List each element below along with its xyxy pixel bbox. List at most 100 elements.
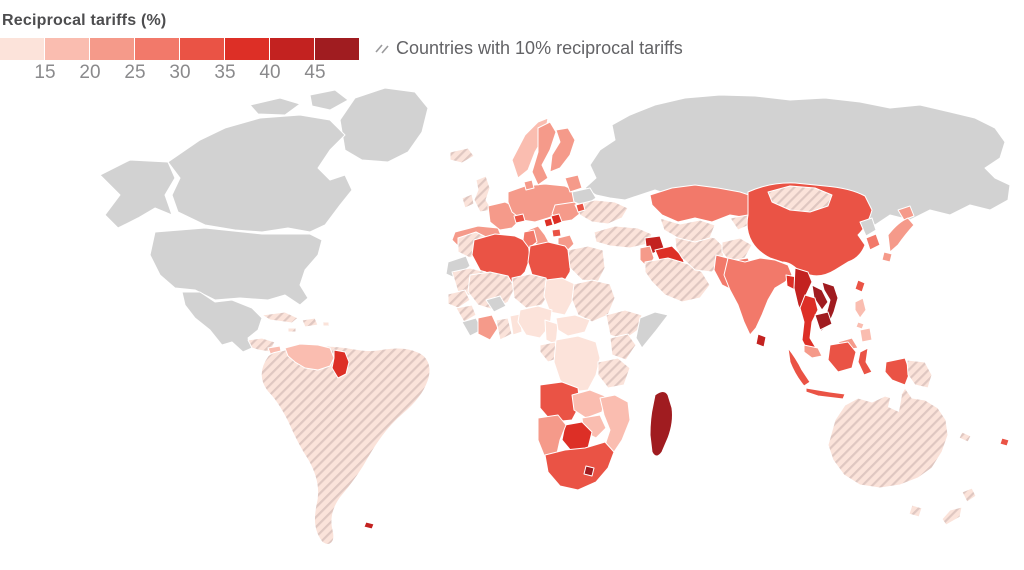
legend-swatch-15-20 [45, 38, 89, 60]
country-sweden [531, 121, 557, 186]
country-fiji [999, 437, 1010, 447]
legend-tick-15: 15 [34, 62, 56, 83]
country-madagascar [649, 391, 673, 457]
country-central-african-republic [555, 314, 591, 337]
legend-swatch-45+ [315, 38, 359, 60]
country-ukraine [574, 199, 629, 225]
country-indonesia-west-papua [884, 357, 911, 386]
country-ivory-coast [477, 314, 499, 341]
hatch-pattern-icon [375, 43, 389, 54]
country-philippines-mindanao [859, 327, 873, 343]
country-mongolia [767, 185, 833, 213]
country-south-africa [544, 441, 615, 491]
country-sri-lanka [755, 333, 767, 348]
country-venezuela [284, 343, 335, 371]
gulf-of-carpentaria [888, 395, 902, 412]
color-legend: Reciprocal tariffs (%) 15 20 25 30 35 40 45 [0, 12, 360, 84]
country-greenland [339, 87, 429, 163]
legend-swatch-10-15 [0, 38, 44, 60]
country-chad [543, 277, 576, 316]
country-guyana [331, 349, 350, 379]
country-jamaica [287, 327, 297, 333]
country-central-asia [659, 217, 716, 243]
legend-tick-labels: 15 20 25 30 35 40 45 [0, 62, 360, 84]
country-moldova [575, 202, 586, 213]
country-senegal [447, 289, 471, 309]
country-kenya [609, 333, 637, 361]
country-mozambique [599, 394, 631, 456]
legend-swatch-25-30 [135, 38, 179, 60]
country-india [723, 257, 793, 336]
country-japan-kyushu [881, 251, 893, 263]
country-finland [549, 127, 576, 173]
country-dr-congo [553, 335, 601, 393]
country-indonesia-sulawesi [857, 347, 873, 376]
country-philippines-visayas [855, 321, 865, 330]
legend-tick-30: 30 [169, 62, 191, 83]
country-turkey [593, 225, 653, 249]
hatch-legend-label: Countries with 10% reciprocal tariffs [396, 38, 683, 58]
country-serbia [550, 213, 563, 226]
country-indonesia-borneo [827, 341, 857, 373]
country-nigeria [517, 305, 553, 339]
country-thailand [799, 294, 819, 353]
country-japan-hokkaido [897, 205, 915, 221]
country-tanzania [597, 357, 631, 389]
country-cuba [261, 311, 299, 324]
country-canada [167, 114, 353, 233]
country-china [746, 182, 873, 277]
country-north-korea [859, 217, 877, 237]
country-baltics [564, 174, 583, 193]
country-ireland [461, 193, 475, 209]
legend-tick-40: 40 [259, 62, 281, 83]
country-denmark [523, 179, 535, 191]
country-indonesia-java [805, 387, 846, 400]
country-iceland [449, 147, 475, 164]
legend-swatch-40-45 [270, 38, 314, 60]
country-taiwan [854, 279, 866, 293]
country-laos [811, 284, 829, 311]
country-new-zealand-south [941, 506, 963, 526]
country-new-caledonia [958, 431, 972, 443]
country-namibia [537, 414, 567, 461]
country-philippines-luzon [854, 297, 867, 319]
legend-tick-45: 45 [304, 62, 326, 83]
country-somalia [635, 311, 669, 349]
hatch-legend: Countries with 10% reciprocal tariffs [374, 38, 683, 59]
country-north-macedonia [551, 228, 562, 238]
country-indonesia-sumatra [787, 347, 811, 387]
country-papua-new-guinea [906, 359, 933, 389]
country-switzerland [513, 213, 526, 224]
legend-tick-20: 20 [79, 62, 101, 83]
country-hispaniola [301, 317, 319, 328]
country-new-zealand-north [961, 487, 977, 503]
country-angola [539, 381, 581, 423]
legend-color-bar [0, 38, 360, 60]
country-guinea [455, 304, 477, 323]
country-south-korea [865, 233, 881, 251]
country-cambodia [814, 311, 833, 331]
legend-tick-25: 25 [124, 62, 146, 83]
country-tasmania [908, 504, 923, 518]
country-malaysia [803, 344, 823, 359]
country-ghana [495, 317, 513, 341]
country-puerto-rico [322, 321, 330, 327]
country-australia [827, 387, 949, 489]
country-falkland-islands [363, 521, 375, 530]
country-united-states [149, 227, 323, 306]
country-south-america [260, 345, 431, 545]
legend-swatch-35-40 [225, 38, 269, 60]
legend-swatch-20-25 [90, 38, 134, 60]
country-japan-honshu [887, 217, 915, 253]
country-zambia [571, 389, 606, 419]
country-canada-arctic-islands [249, 89, 349, 116]
country-bosnia [543, 217, 554, 228]
legend-swatch-30-35 [180, 38, 224, 60]
legend-title: Reciprocal tariffs (%) [2, 12, 167, 29]
country-lesotho [583, 465, 595, 477]
legend-tick-35: 35 [214, 62, 236, 83]
country-alaska [99, 159, 176, 229]
country-burkina-faso [485, 295, 507, 313]
country-egypt [567, 245, 606, 283]
